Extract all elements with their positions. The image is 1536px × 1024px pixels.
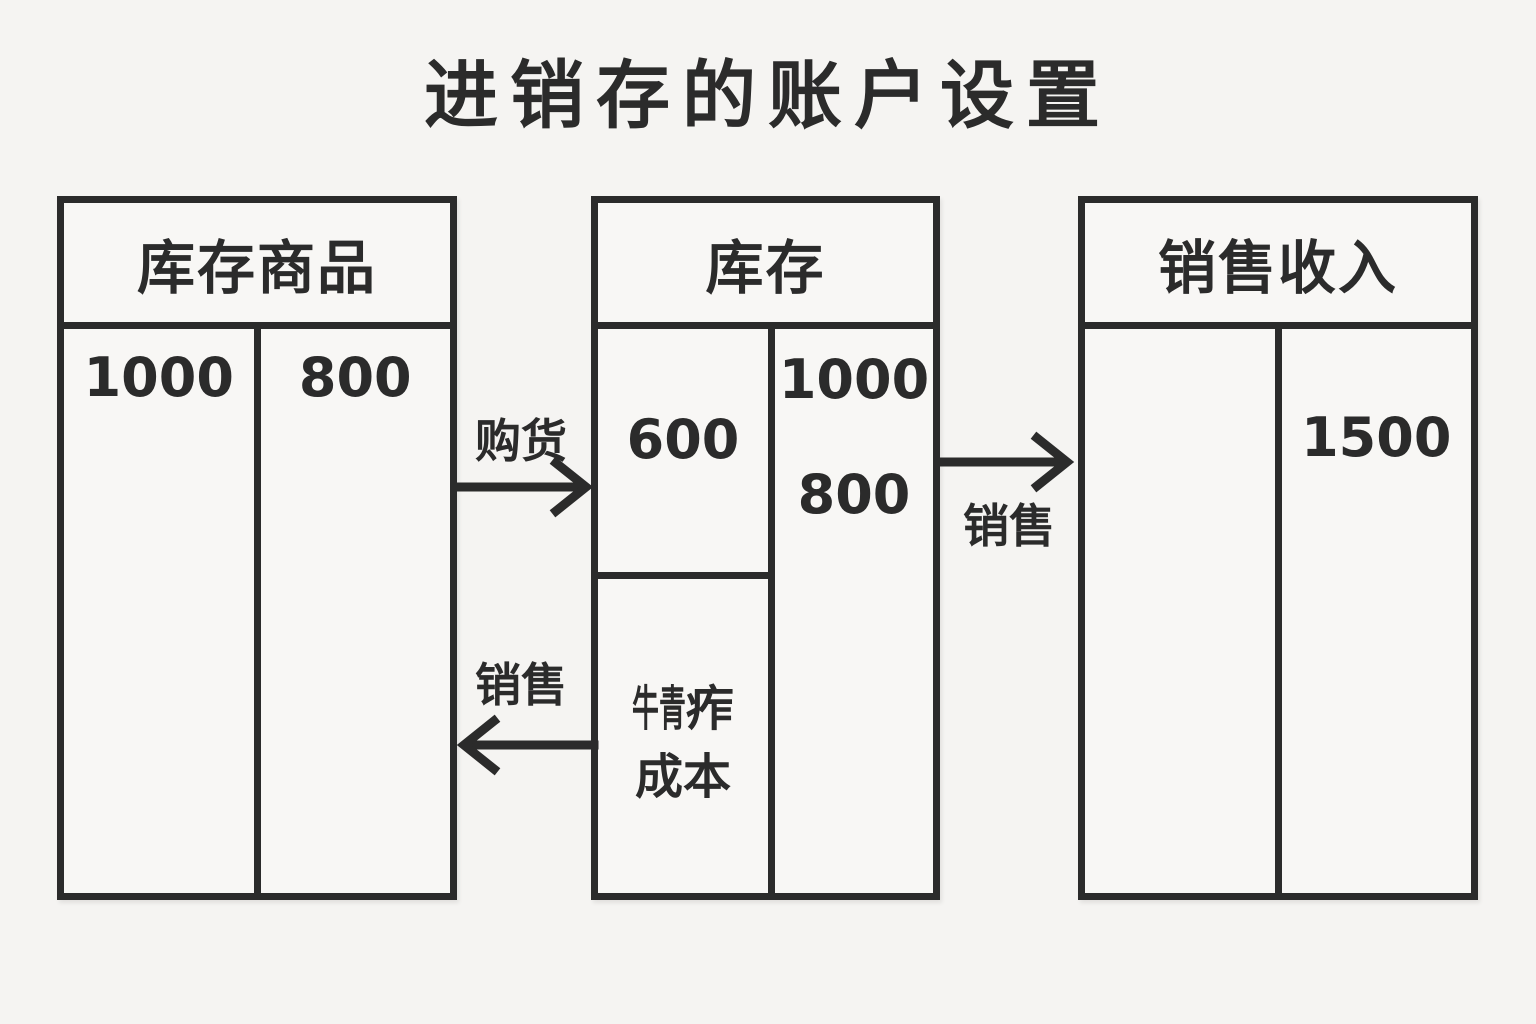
inventory-goods-debit-value: 1000 — [83, 346, 234, 409]
cost-label-line2: 成本 — [634, 749, 731, 805]
account-sales-revenue-title: 销售收入 — [1085, 203, 1471, 329]
sale-revenue-arrow-icon — [935, 431, 1075, 493]
t-account-divider — [768, 329, 775, 893]
garbled-character: 牛青 — [632, 681, 686, 737]
account-inventory-goods: 库存商品 1000 800 — [57, 196, 457, 900]
inventory-credit-value-1: 1000 — [778, 348, 930, 411]
t-account-divider — [253, 329, 261, 893]
sales-revenue-credit-value: 1500 — [1301, 406, 1452, 469]
account-inventory-body: 600 牛青痄 成本 1000 800 — [598, 329, 933, 893]
inventory-debit-column: 600 牛青痄 成本 — [598, 329, 768, 893]
account-inventory-goods-body: 1000 800 — [64, 329, 450, 893]
account-sales-revenue-body: 1500 — [1085, 329, 1471, 893]
sales-revenue-credit-column: 1500 — [1282, 329, 1472, 893]
inventory-credit-column: 1000 800 — [775, 329, 933, 893]
account-inventory: 库存 600 牛青痄 成本 1000 800 — [591, 196, 940, 900]
inventory-credit-value-2: 800 — [797, 463, 911, 526]
inventory-debit-value: 600 — [626, 408, 740, 471]
cost-cell-divider — [598, 572, 768, 579]
inventory-goods-debit-column: 1000 — [64, 329, 254, 893]
garbled-character-2: 痄 — [685, 681, 734, 737]
inventory-goods-credit-column: 800 — [261, 329, 451, 893]
sale-cost-arrow-label: 销售 — [475, 658, 567, 712]
sales-revenue-debit-column — [1085, 329, 1275, 893]
cost-of-sales-label: 牛青痄 成本 — [598, 675, 768, 811]
account-inventory-title: 库存 — [598, 203, 933, 329]
account-inventory-goods-title: 库存商品 — [64, 203, 450, 329]
inventory-goods-credit-value: 800 — [298, 346, 412, 409]
purchase-arrow-label: 购货 — [475, 414, 567, 468]
account-sales-revenue: 销售收入 1500 — [1078, 196, 1478, 900]
sale-revenue-arrow-label: 销售 — [963, 499, 1055, 553]
t-account-divider — [1274, 329, 1282, 893]
sale-cost-arrow-icon — [456, 714, 599, 776]
purchase-arrow-icon — [452, 456, 594, 518]
page-title: 进销存的账户设置 — [424, 53, 1112, 139]
